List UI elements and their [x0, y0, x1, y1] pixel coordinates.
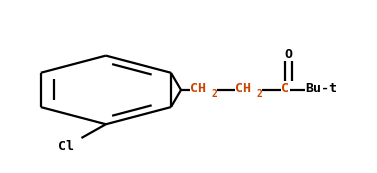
Text: CH: CH [236, 82, 251, 95]
Text: CH: CH [190, 82, 206, 95]
Text: 2: 2 [256, 89, 262, 99]
Text: O: O [284, 48, 293, 61]
Text: C: C [280, 82, 288, 95]
Text: 2: 2 [211, 89, 217, 99]
Text: Cl: Cl [58, 140, 74, 153]
Text: Bu-t: Bu-t [305, 82, 337, 95]
